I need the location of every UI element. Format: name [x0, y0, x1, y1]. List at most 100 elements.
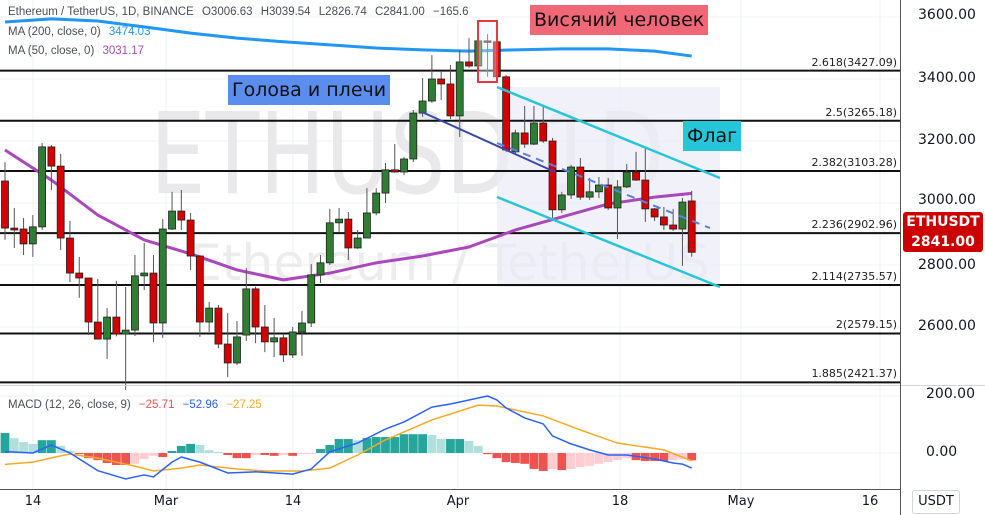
candle-body [186, 219, 195, 257]
candle-body [205, 307, 214, 323]
fib-level-label: 2(2579.15) [835, 318, 897, 332]
candle-body [75, 272, 84, 279]
macd-histogram-bar [381, 437, 390, 453]
currency-button[interactable]: USDT [912, 490, 960, 514]
price-tick: 2600.00 [918, 318, 976, 334]
macd-histogram-bar [464, 441, 474, 453]
candle-body [270, 337, 279, 343]
flag-midline[interactable] [496, 142, 711, 229]
candle-body [669, 224, 678, 230]
flag-lower-line[interactable] [496, 195, 721, 289]
macd-histogram-bar [204, 450, 214, 453]
macd-histogram-bar [47, 440, 56, 453]
macd-histogram-bar [279, 453, 288, 455]
candle-body [511, 132, 520, 153]
last-price-value: 2841.00 [911, 234, 975, 250]
candle-body [56, 165, 65, 239]
macd-histogram-bar [93, 453, 103, 461]
symbol-title[interactable]: Ethereum / TetherUS, 1D, BINANCE [8, 6, 194, 18]
flag-upper-line[interactable] [496, 85, 721, 180]
macd-histogram-bar [483, 453, 492, 455]
macd-histogram-bar [334, 439, 344, 453]
macd-histogram-bar [659, 453, 669, 461]
macd-histogram-bar [362, 438, 372, 453]
time-tick: 14 [284, 494, 302, 509]
macd-histogram-bar [316, 449, 325, 453]
macd-histogram-bar [427, 435, 437, 453]
macd-histogram-bar [613, 453, 622, 461]
fib-level-label: 2.114(2735.57) [811, 269, 897, 283]
candle-body [372, 192, 381, 214]
ma200-line [4, 17, 692, 58]
candle-body [131, 275, 139, 331]
candle-body [659, 216, 668, 226]
head-shoulders-label[interactable]: Голова и плечи [228, 75, 391, 105]
price-tick: 3000.00 [918, 192, 976, 208]
candle-body [325, 222, 334, 264]
macd-histogram-bar [603, 453, 613, 463]
macd-histogram-bar [306, 453, 316, 454]
macd-histogram-bar [139, 453, 149, 459]
macd-histogram-bar [241, 453, 251, 459]
candle-body [632, 171, 640, 181]
candle-body [400, 158, 408, 173]
fib-level-label: 1.885(2421.37) [811, 367, 897, 381]
candle-body [595, 184, 603, 193]
ohlc-close: C2841.00 [374, 6, 425, 18]
candle-body [223, 343, 232, 364]
macd-histogram-bar [111, 453, 121, 465]
macd-tick: 200.00 [926, 386, 975, 402]
macd-histogram-bar [399, 434, 409, 453]
symbol-legend: Ethereum / TetherUS, 1D, BINANCE O3006.6… [8, 6, 474, 18]
macd-histogram-bar [511, 453, 520, 463]
macd-histogram-bar [223, 453, 233, 455]
macd-histogram-bar [520, 453, 530, 464]
candle-body [214, 307, 223, 345]
macd-histogram-bar [557, 453, 567, 471]
macd-histogram-bar [158, 453, 168, 457]
macd-histogram-bar [538, 453, 548, 471]
macd-histogram-bar [650, 453, 659, 461]
candle-body [103, 316, 111, 340]
ma200-legend[interactable]: MA (200, close, 0) 3474.03 [8, 26, 155, 38]
candle-body [427, 78, 436, 102]
macd-histogram-bar [455, 439, 465, 453]
candle-body [502, 76, 511, 151]
ma50-line [4, 148, 692, 282]
ma200-value: 3474.03 [108, 26, 151, 38]
candle-body [335, 218, 343, 224]
macd-legend[interactable]: MACD (12, 26, close, 9) −25.71 −52.96 −2… [8, 399, 267, 411]
candle-body [437, 78, 446, 85]
macd-histogram-bar [186, 443, 195, 453]
macd-histogram-bar [418, 434, 427, 453]
macd-histogram-bar [9, 438, 19, 453]
fib-level-label: 2.236(2902.96) [811, 218, 897, 232]
neckline[interactable] [421, 111, 556, 173]
candle-body [446, 83, 455, 117]
hanging-man-box[interactable] [477, 20, 498, 83]
candle-body [530, 122, 538, 145]
ma50-label: MA (50, close, 0) [8, 45, 95, 57]
candle-body [576, 166, 585, 198]
candle-body [66, 237, 74, 274]
candle-body [298, 322, 306, 333]
candle-body [288, 331, 297, 356]
candle-body [307, 274, 316, 324]
price-tick: 3200.00 [918, 132, 976, 148]
candle-body [585, 191, 594, 198]
ohlc-low: L2826.74 [318, 6, 367, 18]
price-tick: 2800.00 [918, 257, 976, 273]
macd-histogram-bar [37, 440, 47, 453]
macd-histogram-bar [566, 453, 576, 469]
candle-body [604, 184, 613, 209]
macd-histogram-bar [149, 453, 158, 456]
hanging-man-label[interactable]: Висячий человек [530, 5, 709, 35]
flag-label[interactable]: Флаг [683, 121, 742, 151]
ma50-legend[interactable]: MA (50, close, 0) 3031.17 [8, 45, 149, 57]
candle-body [10, 227, 19, 231]
macd-histogram-bar [668, 453, 678, 461]
candle-body [622, 171, 631, 188]
candle-body [678, 201, 687, 230]
macd-histogram-bar [353, 440, 363, 453]
